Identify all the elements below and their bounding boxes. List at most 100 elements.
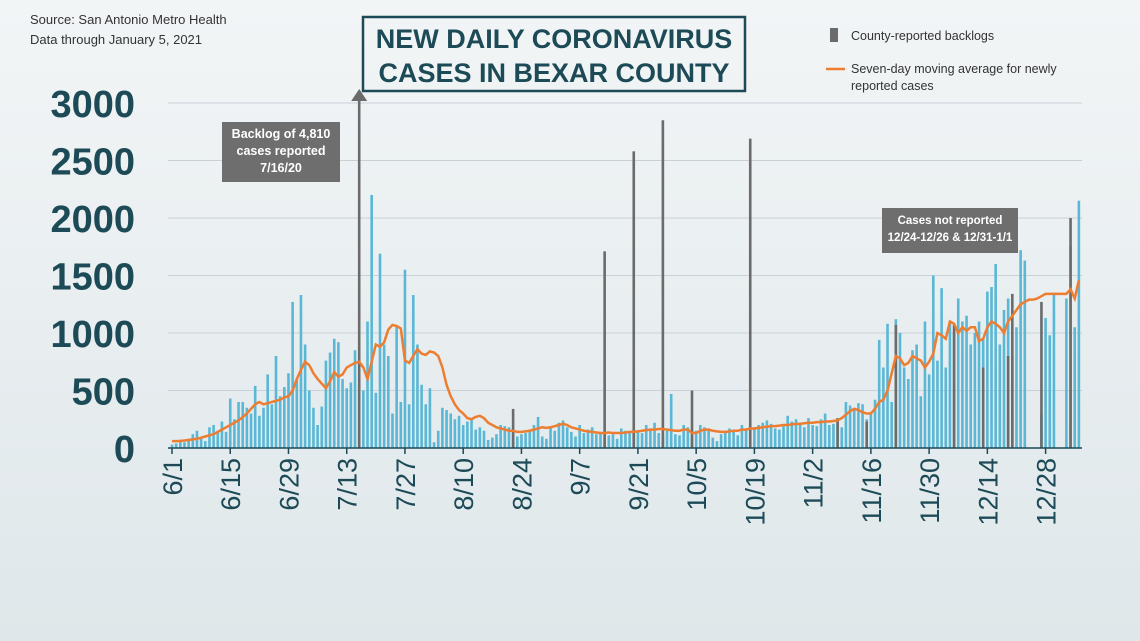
bar: [607, 435, 611, 448]
bar: [611, 434, 615, 448]
bar: [278, 396, 282, 448]
bar: [790, 421, 794, 448]
bar: [191, 434, 195, 448]
bar: [1015, 327, 1018, 448]
bar: [266, 374, 269, 448]
bar: [661, 120, 665, 448]
bar: [740, 425, 744, 448]
bar: [295, 379, 299, 448]
bar: [807, 418, 810, 448]
bar: [199, 437, 203, 448]
y-tick-label: 2000: [50, 199, 135, 241]
bar: [312, 407, 315, 448]
bar: [869, 413, 873, 448]
bar: [794, 419, 798, 448]
x-tick-label: 8/10: [449, 458, 479, 511]
bar: [819, 419, 823, 448]
bar: [582, 433, 586, 448]
bar: [391, 413, 394, 448]
bar: [1073, 327, 1077, 448]
bar: [815, 426, 819, 448]
bar: [674, 434, 677, 448]
bar: [624, 430, 627, 448]
x-tick-label: 7/13: [333, 458, 363, 511]
legend-label: Seven-day moving average for newly report…: [851, 62, 1057, 93]
bar: [332, 338, 336, 448]
bar: [395, 326, 398, 448]
bar: [699, 425, 702, 448]
annotation-text: Backlog of 4,810: [232, 127, 331, 141]
annotation-box: [222, 122, 340, 182]
bar: [258, 415, 261, 448]
bar: [320, 406, 324, 448]
bar: [628, 431, 631, 448]
bar: [690, 390, 694, 448]
bar: [187, 438, 190, 448]
bar: [370, 195, 373, 448]
bar: [382, 344, 386, 448]
bar: [728, 428, 731, 448]
bar: [466, 421, 469, 448]
bar: [1044, 318, 1047, 448]
bar: [811, 425, 814, 448]
annotation-text: 12/24-12/26 & 12/31-1/1: [888, 232, 1013, 244]
bar: [407, 404, 411, 448]
bar: [183, 442, 186, 448]
bar: [915, 344, 918, 448]
bar: [424, 404, 428, 448]
bar: [316, 425, 319, 448]
bar: [170, 444, 174, 448]
bar: [1065, 298, 1068, 448]
bar: [619, 428, 623, 448]
bar: [873, 399, 877, 448]
bar: [848, 405, 852, 448]
bar: [707, 428, 710, 448]
bar: [723, 433, 727, 448]
bar: [936, 360, 939, 448]
bar: [291, 301, 294, 448]
bar: [669, 393, 673, 448]
bar: [753, 427, 756, 448]
bar: [378, 253, 382, 448]
bar: [715, 441, 719, 448]
bar: [923, 321, 927, 448]
bar: [545, 438, 548, 448]
bar: [882, 367, 885, 448]
bar: [786, 415, 789, 448]
bar: [432, 442, 436, 448]
bar: [773, 428, 777, 448]
bar: [245, 407, 249, 448]
note: Data through January 5, 2021: [30, 32, 202, 47]
bar: [220, 421, 224, 448]
bar: [174, 443, 178, 448]
x-tick-label: 10/19: [740, 458, 770, 526]
bar: [428, 388, 432, 448]
bar: [832, 423, 835, 448]
bar: [536, 416, 540, 448]
bar: [287, 373, 290, 448]
bar: [366, 321, 369, 448]
bar: [823, 413, 827, 448]
bar: [307, 390, 311, 448]
bar: [769, 423, 773, 448]
bar: [1077, 200, 1081, 448]
x-tick-label: 11/30: [915, 458, 945, 524]
bar: [416, 344, 419, 448]
bar: [686, 427, 690, 448]
bar: [495, 434, 498, 448]
bar: [678, 435, 681, 448]
bar: [682, 425, 685, 448]
bar: [503, 426, 507, 448]
bar: [757, 425, 760, 448]
bar: [861, 404, 864, 448]
bar: [561, 420, 565, 448]
bar: [911, 350, 914, 448]
bar: [857, 403, 860, 448]
bar: [986, 291, 989, 448]
bar: [511, 408, 515, 448]
y-tick-label: 500: [72, 372, 135, 414]
bar: [457, 415, 461, 448]
bar: [1069, 218, 1072, 448]
